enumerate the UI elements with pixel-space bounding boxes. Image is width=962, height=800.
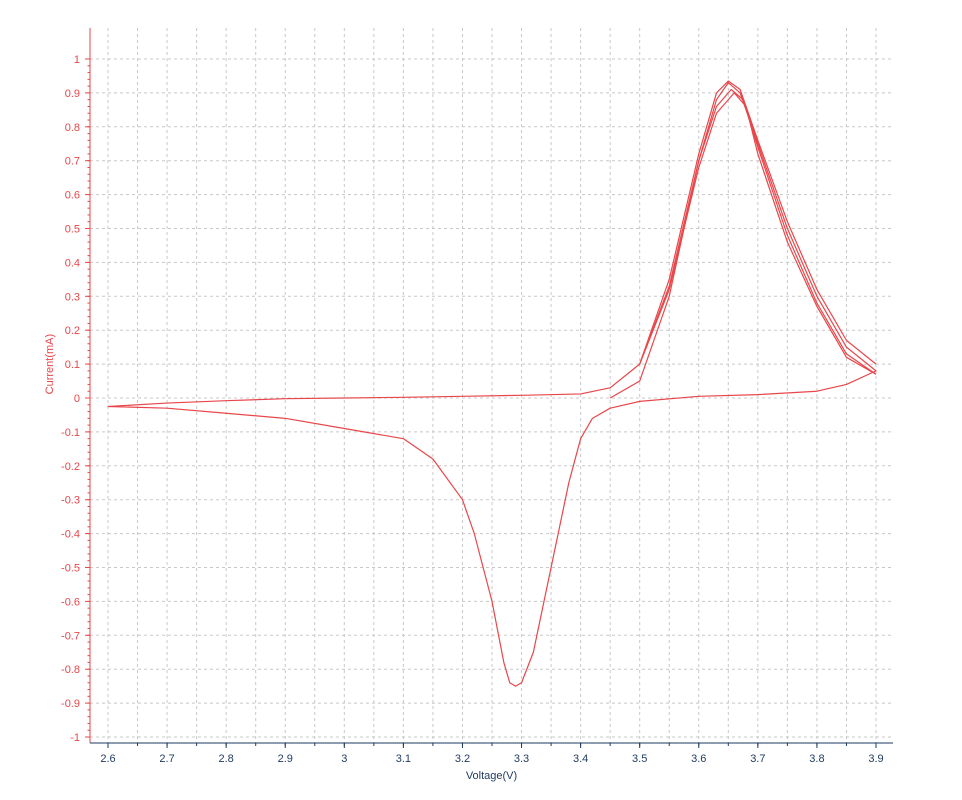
y-tick-label: -0.8: [61, 664, 80, 676]
y-tick-label: 0.7: [65, 156, 80, 168]
y-tick-label: -0.5: [61, 563, 80, 575]
y-tick-label: 0.3: [65, 291, 80, 303]
x-tick-label: 3.1: [396, 753, 411, 765]
x-tick-label: 3.3: [514, 753, 529, 765]
x-tick-label: 3.6: [691, 753, 706, 765]
axes: 1 0.9 0.8 0.7 0.6 0.5 0.4 0.3 0.2 0.1 0 -0.1 -0.2 -0.…: [61, 28, 893, 765]
x-tick-label: 3.5: [632, 753, 647, 765]
y-tick-label: -0.3: [61, 495, 80, 507]
plot-series: [107, 80, 877, 687]
x-tick-label: 3.7: [750, 753, 765, 765]
x-tick-label: 3.9: [868, 753, 883, 765]
y-tick-label: 0.4: [65, 257, 80, 269]
y-tick-label: -1: [70, 732, 80, 744]
y-tick-label: -0.7: [61, 630, 80, 642]
x-tick-label: 3.4: [573, 753, 588, 765]
x-axis-label: Voltage(V): [466, 770, 517, 782]
x-tick-label: 3.8: [809, 753, 824, 765]
y-axis-label: Current(mA): [44, 334, 56, 395]
y-tick-label: 0.9: [65, 88, 80, 100]
y-tick-label: -0.4: [61, 529, 80, 541]
series-line: [639, 88, 877, 375]
x-tick-label: 3.2: [455, 753, 470, 765]
grid: [90, 28, 893, 743]
y-tick-label: -0.6: [61, 596, 80, 608]
y-tick-label: 0: [74, 393, 80, 405]
y-tick-label: 0.8: [65, 122, 80, 134]
series-line: [639, 92, 877, 375]
x-tick-label: 2.8: [219, 753, 234, 765]
y-tick-label: 0.6: [65, 190, 80, 202]
y-tick-label: 0.5: [65, 224, 80, 236]
y-tick-label: 1: [74, 54, 80, 66]
series-line: [107, 80, 877, 687]
y-tick-label: -0.2: [61, 461, 80, 473]
x-tick-label: 2.7: [159, 753, 174, 765]
y-tick-label: -0.9: [61, 698, 80, 710]
y-tick-label: -0.1: [61, 427, 80, 439]
y-tick-label: 0.2: [65, 325, 80, 337]
x-tick-label: 3: [341, 753, 347, 765]
x-tick-label: 2.9: [278, 753, 293, 765]
x-tick-label: 2.6: [100, 753, 115, 765]
y-tick-label: 0.1: [65, 359, 80, 371]
